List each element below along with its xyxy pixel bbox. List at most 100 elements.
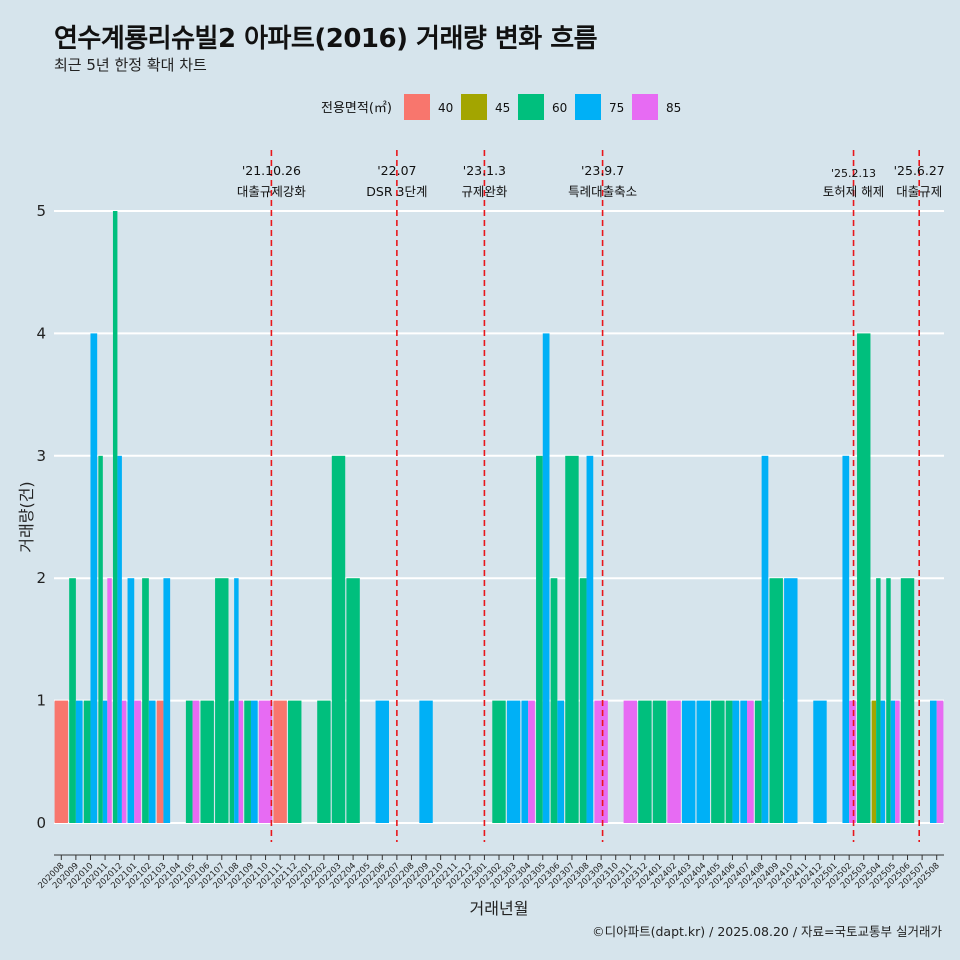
legend-swatch-40 [404,94,430,120]
legend-swatch-85 [632,94,658,120]
bar-202102-75 [148,700,156,823]
bar-202309-85 [594,700,608,823]
bar-202410-75 [784,578,798,823]
axes: 0123452020082020092020102020112020122021… [36,202,944,891]
bar-202105-85 [192,700,200,823]
bar-202010-75 [90,333,98,823]
bar-202304-85 [528,700,535,823]
source-caption: ©디아파트(dapt.kr) / 2025.08.20 / 자료=국토교통부 실… [592,924,942,939]
bar-202308-75 [586,455,594,823]
bar-202103-40 [156,700,164,823]
event-markers: '21.10.26 대출규제강화 '22.07 DSR 3단계 '23.1.3 규제완화 '… [237,150,945,842]
bar-202409-60 [769,578,783,823]
bar-202504-45 [871,700,877,823]
bar-202505-60 [886,578,891,823]
bar-202011-85 [107,578,112,823]
bar-202408-60 [754,700,762,823]
bar-202012-75 [117,455,122,823]
event-date-5: '25.6.27 [894,163,945,178]
bar-202010-60 [83,700,91,823]
bar-202305-75 [542,333,550,823]
bar-202406-60 [725,700,733,823]
bar-202304-75 [521,700,529,823]
bar-202412-75 [813,700,827,823]
bar-202307-60 [565,455,579,823]
bar-202405-60 [711,700,725,823]
bar-202312-60 [638,700,652,823]
bar-202305-60 [536,455,543,823]
y-tick-label: 1 [36,692,46,710]
chart-subtitle: 최근 5년 한정 확대 차트 [54,56,207,74]
bar-202110-85 [258,700,273,823]
bar-202502-85 [849,700,856,823]
bar-202311-85 [623,700,638,823]
bar-202508-75 [929,700,937,823]
y-axis-title: 거래량(건) [17,481,36,552]
bar-202407-85 [747,700,754,823]
bar-202011-60 [98,455,103,823]
bar-202505-75 [890,700,896,823]
bar-202012-85 [121,700,127,823]
y-tick-label: 2 [36,569,46,587]
bar-202504-60 [876,578,881,823]
bar-202206-75 [375,700,389,823]
bar-202102-60 [142,578,149,823]
event-date-4: '25.2.13 [831,167,876,180]
bar-202505-85 [895,700,900,823]
bar-202308-60 [579,578,587,823]
bar-202103-75 [163,578,171,823]
legend-label-75: 75 [609,101,624,115]
bar-202306-60 [550,578,558,823]
bar-202402-85 [667,700,681,823]
legend-label-40: 40 [438,101,453,115]
y-tick-label: 3 [36,447,46,465]
bar-202504-75 [880,700,886,823]
event-date-1: '22.07 [377,163,416,178]
event-label-0: 대출규제강화 [237,184,307,199]
legend-swatch-75 [575,94,601,120]
bar-202108-75 [234,578,239,823]
bar-202508-85 [936,700,944,823]
bar-202107-60 [215,578,229,823]
y-tick-label: 4 [36,324,46,342]
bar-202109-75 [250,700,258,823]
event-label-1: DSR 3단계 [366,184,427,199]
bar-202109-60 [244,700,251,823]
bar-202202-60 [317,700,331,823]
bar-202209-75 [419,700,433,823]
bar-202407-75 [740,700,748,823]
y-tick-label: 0 [36,814,46,832]
bar-202012-60 [112,211,118,823]
event-date-0: '21.10.26 [242,163,301,178]
bar-202008-40 [54,700,69,823]
bar-202306-75 [557,700,565,823]
bar-202408-75 [761,455,769,823]
bar-202503-60 [857,333,871,823]
legend-swatch-60 [518,94,544,120]
legend: 전용면적(㎡) 40 45 60 75 85 [321,94,681,120]
event-date-3: '23.9.7 [581,163,624,178]
legend-label-85: 85 [666,101,681,115]
event-date-2: '23.1.3 [463,163,506,178]
bar-202111-40 [273,700,287,823]
bar-group [54,211,944,823]
legend-swatch-45 [461,94,487,120]
bar-202106-60 [200,700,214,823]
legend-title: 전용면적(㎡) [321,101,392,116]
chart-title: 연수계룡리슈빌2 아파트(2016) 거래량 변화 흐름 [54,24,598,54]
event-label-5: 대출규제 [896,184,942,199]
legend-label-45: 45 [495,101,510,115]
bar-202108-60 [229,700,235,823]
bar-202401-60 [652,700,667,823]
bar-202011-75 [102,700,108,823]
bar-202009-60 [69,578,76,823]
bar-202404-75 [696,700,710,823]
x-axis-title: 거래년월 [470,899,529,918]
bar-202101-85 [134,700,141,823]
bar-202204-60 [346,578,360,823]
bar-202302-60 [492,700,506,823]
bar-202108-85 [238,700,244,823]
event-label-2: 규제완화 [461,184,508,199]
y-tick-label: 5 [36,202,46,220]
